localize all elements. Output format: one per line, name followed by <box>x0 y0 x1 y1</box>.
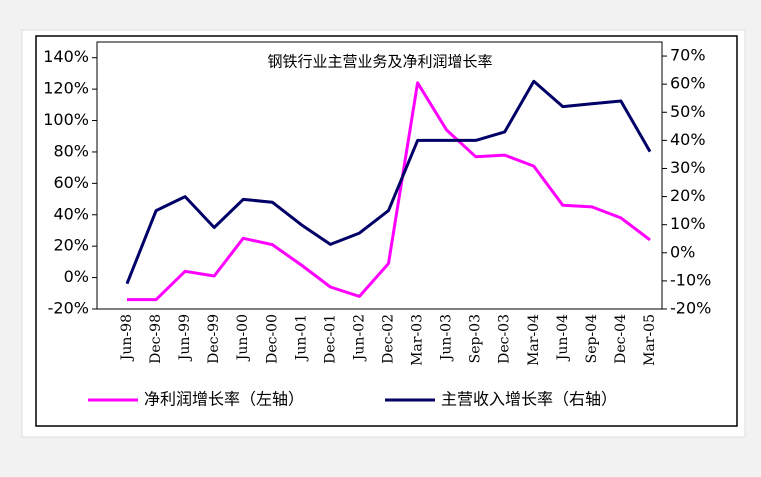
x-tick-label: Mar-03 <box>410 314 426 366</box>
y2-tick-label: 70% <box>670 46 706 65</box>
y2-tick-label: 20% <box>670 186 706 205</box>
y-tick-label: 80% <box>53 141 89 160</box>
legend-label: 主营收入增长率（右轴） <box>441 390 617 409</box>
x-tick-label: Jun-98 <box>119 314 135 362</box>
x-tick-label: Jun-00 <box>235 314 251 362</box>
y2-tick-label: -10% <box>670 270 711 289</box>
chart-title: 钢铁行业主营业务及净利润增长率 <box>267 53 492 71</box>
y2-tick-label: 0% <box>670 242 695 261</box>
y-tick-label: 40% <box>53 204 89 223</box>
x-tick-label: Sep-03 <box>468 314 484 363</box>
series-line <box>127 81 651 302</box>
chart-border <box>35 35 738 427</box>
y2-tick-label: 10% <box>670 214 706 233</box>
y2-tick-label: 60% <box>670 74 706 93</box>
y2-tick-label: 30% <box>670 158 706 177</box>
x-tick-label: Mar-04 <box>526 314 542 366</box>
y2-tick-label: -20% <box>670 299 711 318</box>
panel <box>21 29 746 438</box>
x-tick-label: Dec-98 <box>148 314 164 364</box>
x-tick-label: Dec-03 <box>497 314 513 364</box>
plot-area <box>96 41 663 310</box>
x-tick-label: Dec-00 <box>264 314 280 364</box>
series-line <box>125 79 652 285</box>
y2-tick-label: 50% <box>670 102 706 121</box>
y-tick-label: 20% <box>53 236 89 255</box>
y2-tick-label: 40% <box>670 130 706 149</box>
x-tick-label: Jun-01 <box>293 314 309 362</box>
y-tick-label: 120% <box>43 79 89 98</box>
x-tick-label: Dec-04 <box>613 314 629 364</box>
x-tick-label: Dec-01 <box>322 314 338 364</box>
x-tick-label: Jun-04 <box>555 314 571 362</box>
x-tick-label: Jun-02 <box>351 314 367 362</box>
y-tick-label: 0% <box>64 267 89 286</box>
x-tick-label: Jun-03 <box>439 314 455 362</box>
legend-label: 净利润增长率（左轴） <box>144 390 304 409</box>
y-tick-label: 100% <box>43 110 89 129</box>
x-tick-label: Dec-99 <box>206 314 222 364</box>
y-tick-label: -20% <box>48 299 89 318</box>
x-tick-label: Mar-05 <box>642 314 658 366</box>
y-tick-label: 140% <box>43 47 89 66</box>
x-tick-label: Jun-99 <box>177 314 193 362</box>
x-tick-label: Dec-02 <box>381 314 397 364</box>
y-tick-label: 60% <box>53 173 89 192</box>
x-tick-label: Sep-04 <box>584 314 600 363</box>
